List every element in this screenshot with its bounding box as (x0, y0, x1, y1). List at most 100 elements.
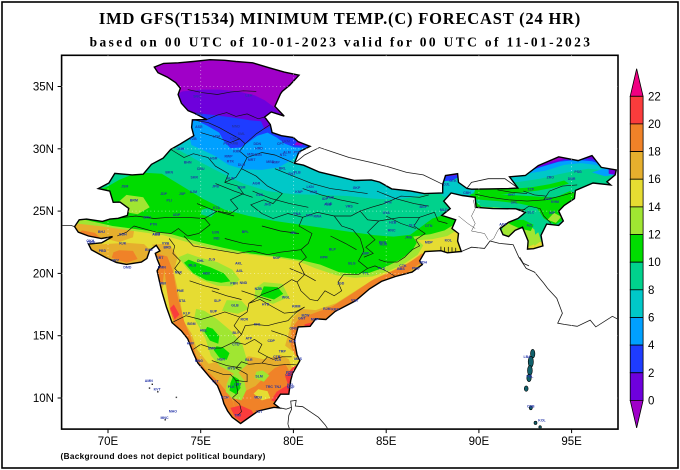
svg-text:BRL: BRL (279, 166, 287, 170)
svg-text:SLM: SLM (255, 374, 262, 378)
svg-text:16: 16 (648, 174, 661, 186)
svg-text:CDL: CDL (285, 373, 293, 377)
svg-text:KOL: KOL (445, 239, 453, 243)
svg-text:18: 18 (648, 147, 661, 159)
svg-text:35N: 35N (33, 82, 54, 94)
svg-text:RJM: RJM (323, 307, 330, 311)
svg-text:AJM: AJM (190, 190, 197, 194)
svg-text:BLG: BLG (348, 262, 356, 266)
svg-text:MDP: MDP (425, 240, 433, 244)
svg-text:BSM: BSM (238, 186, 246, 190)
svg-text:RWA: RWA (313, 214, 322, 218)
svg-text:TNJ: TNJ (274, 385, 281, 389)
svg-text:CTK: CTK (399, 264, 407, 268)
svg-text:BRM: BRM (130, 199, 138, 203)
svg-text:PNA: PNA (293, 212, 301, 216)
svg-text:PLI: PLI (166, 199, 171, 203)
svg-text:BJN: BJN (255, 153, 262, 157)
svg-text:UJN: UJN (212, 231, 219, 235)
svg-text:JSM: JSM (121, 184, 128, 188)
svg-text:ABD: ABD (152, 232, 160, 236)
svg-text:DDN: DDN (254, 142, 262, 146)
svg-text:BZW: BZW (302, 313, 311, 317)
svg-text:ALM: ALM (283, 151, 291, 155)
svg-text:HSN: HSN (217, 358, 225, 362)
svg-text:10N: 10N (33, 393, 54, 405)
svg-text:BLY: BLY (233, 331, 240, 335)
svg-text:MRT: MRT (248, 158, 256, 162)
svg-text:SBP: SBP (362, 252, 370, 256)
svg-text:KRN: KRN (233, 150, 241, 154)
svg-text:CHD: CHD (230, 136, 238, 140)
svg-text:85E: 85E (376, 436, 397, 448)
svg-text:SRH: SRH (143, 216, 151, 220)
svg-text:ASR: ASR (195, 125, 203, 129)
svg-text:BPL: BPL (242, 230, 250, 234)
svg-text:KNP: KNP (295, 190, 303, 194)
svg-text:DLH: DLH (238, 163, 246, 167)
svg-text:DMP: DMP (545, 197, 553, 201)
svg-text:PRD: PRD (412, 267, 420, 271)
svg-text:RNC: RNC (388, 229, 396, 233)
svg-text:AZL: AZL (526, 224, 534, 228)
svg-text:SLP: SLP (214, 299, 221, 303)
svg-text:BLR: BLR (245, 358, 253, 362)
svg-text:VRV: VRV (112, 259, 120, 263)
svg-text:RJK: RJK (119, 242, 126, 246)
svg-text:PTG: PTG (293, 151, 300, 155)
svg-text:KVT: KVT (154, 388, 162, 392)
svg-text:GWL: GWL (256, 193, 265, 197)
svg-text:BBS: BBS (397, 267, 405, 271)
svg-text:NTL: NTL (280, 153, 288, 157)
svg-text:JPB: JPB (212, 184, 219, 188)
svg-text:TTL: TTL (363, 272, 370, 276)
svg-text:CTD: CTD (232, 343, 240, 347)
svg-text:BLP: BLP (329, 247, 337, 251)
svg-text:22: 22 (648, 91, 661, 103)
svg-text:CPT: CPT (277, 142, 285, 146)
svg-text:TZP: TZP (527, 188, 534, 192)
svg-text:0: 0 (648, 395, 654, 407)
svg-text:based on 00 UTC of 10-01-2023: based on 00 UTC of 10-01-2023 valid for … (90, 35, 593, 50)
svg-text:20: 20 (648, 119, 661, 131)
svg-text:PLK: PLK (228, 385, 235, 389)
svg-text:PDC: PDC (286, 371, 294, 375)
svg-text:2: 2 (648, 368, 654, 380)
svg-text:70E: 70E (98, 436, 119, 448)
svg-text:GHT: GHT (508, 193, 516, 197)
svg-text:HZB: HZB (389, 221, 397, 225)
svg-text:ALW: ALW (227, 176, 235, 180)
svg-text:6: 6 (648, 313, 654, 325)
svg-text:MZF: MZF (247, 153, 255, 157)
svg-text:ZRO: ZRO (547, 176, 555, 180)
svg-text:DWK: DWK (87, 240, 96, 244)
svg-text:LVH: LVH (310, 190, 317, 194)
svg-text:MBD: MBD (266, 160, 274, 164)
svg-text:MCP: MCP (311, 318, 319, 322)
svg-text:MLD: MLD (440, 208, 448, 212)
svg-text:GNH: GNH (176, 147, 184, 151)
svg-text:VYB: VYB (162, 242, 170, 246)
svg-text:TUT: TUT (256, 410, 264, 414)
svg-text:JHS: JHS (264, 202, 271, 206)
svg-text:TRP: TRP (279, 350, 287, 354)
svg-text:RTK: RTK (227, 160, 235, 164)
svg-text:FEB: FEB (327, 196, 334, 200)
svg-text:KNL: KNL (254, 323, 262, 327)
svg-text:BGM: BGM (187, 322, 195, 326)
svg-text:AHM: AHM (152, 232, 160, 236)
svg-text:14: 14 (648, 202, 661, 214)
svg-text:BJP: BJP (210, 310, 217, 314)
svg-text:KLP: KLP (183, 312, 191, 316)
svg-text:80E: 80E (283, 436, 304, 448)
svg-text:OKH: OKH (86, 239, 94, 243)
svg-text:20N: 20N (33, 268, 54, 280)
svg-text:RMP: RMP (272, 161, 280, 165)
svg-text:KOL: KOL (538, 419, 546, 423)
svg-text:PBN: PBN (230, 282, 238, 286)
svg-text:MAO: MAO (169, 409, 177, 413)
svg-text:BVN: BVN (145, 248, 153, 252)
svg-text:DHL: DHL (197, 259, 205, 263)
svg-text:4: 4 (648, 340, 655, 352)
svg-text:NGP: NGP (287, 386, 295, 390)
